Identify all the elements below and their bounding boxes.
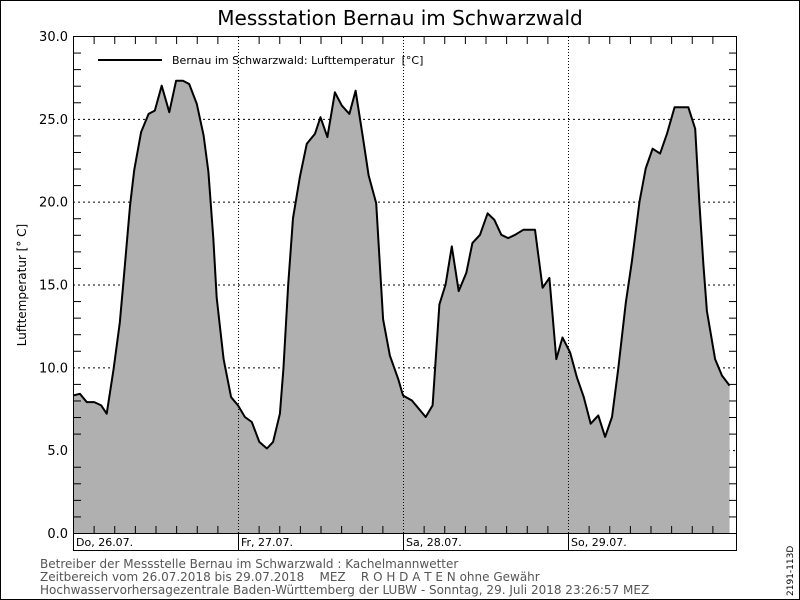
y-tick-label: 15.0 — [39, 279, 68, 294]
temperature-area — [73, 80, 730, 533]
y-tick-label: 25.0 — [39, 113, 68, 128]
temperature-line — [72, 79, 731, 450]
chart-title: Messstation Bernau im Schwarzwald — [217, 6, 582, 30]
y-tick-label: 30.0 — [39, 30, 68, 45]
y-tick-label: 5.0 — [47, 444, 68, 459]
day-label: Fr, 27.07. — [241, 536, 293, 549]
day-label: So, 29.07. — [571, 536, 627, 549]
y-tick-label: 10.0 — [39, 361, 68, 376]
side-code: 2191-113D — [786, 546, 796, 596]
day-label: Sa, 28.07. — [406, 536, 462, 549]
y-tick-label: 20.0 — [39, 196, 68, 211]
plot-frame — [73, 36, 737, 551]
footer-line-1: Betreiber der Messstelle Bernau im Schwa… — [40, 557, 458, 571]
legend: Bernau im Schwarzwald: Lufttemperatur [°… — [98, 54, 423, 67]
y-tick-label: 0.0 — [47, 527, 68, 542]
day-label: Do, 26.07. — [76, 536, 133, 549]
legend-label: Bernau im Schwarzwald: Lufttemperatur [°… — [172, 54, 423, 67]
footer-line-3: Hochwasservorhersagezentrale Baden-Württ… — [40, 583, 649, 597]
y-axis-label: Lufttemperatur [° C] — [15, 224, 29, 346]
footer-line-2: Zeitbereich vom 26.07.2018 bis 29.07.201… — [40, 570, 540, 584]
